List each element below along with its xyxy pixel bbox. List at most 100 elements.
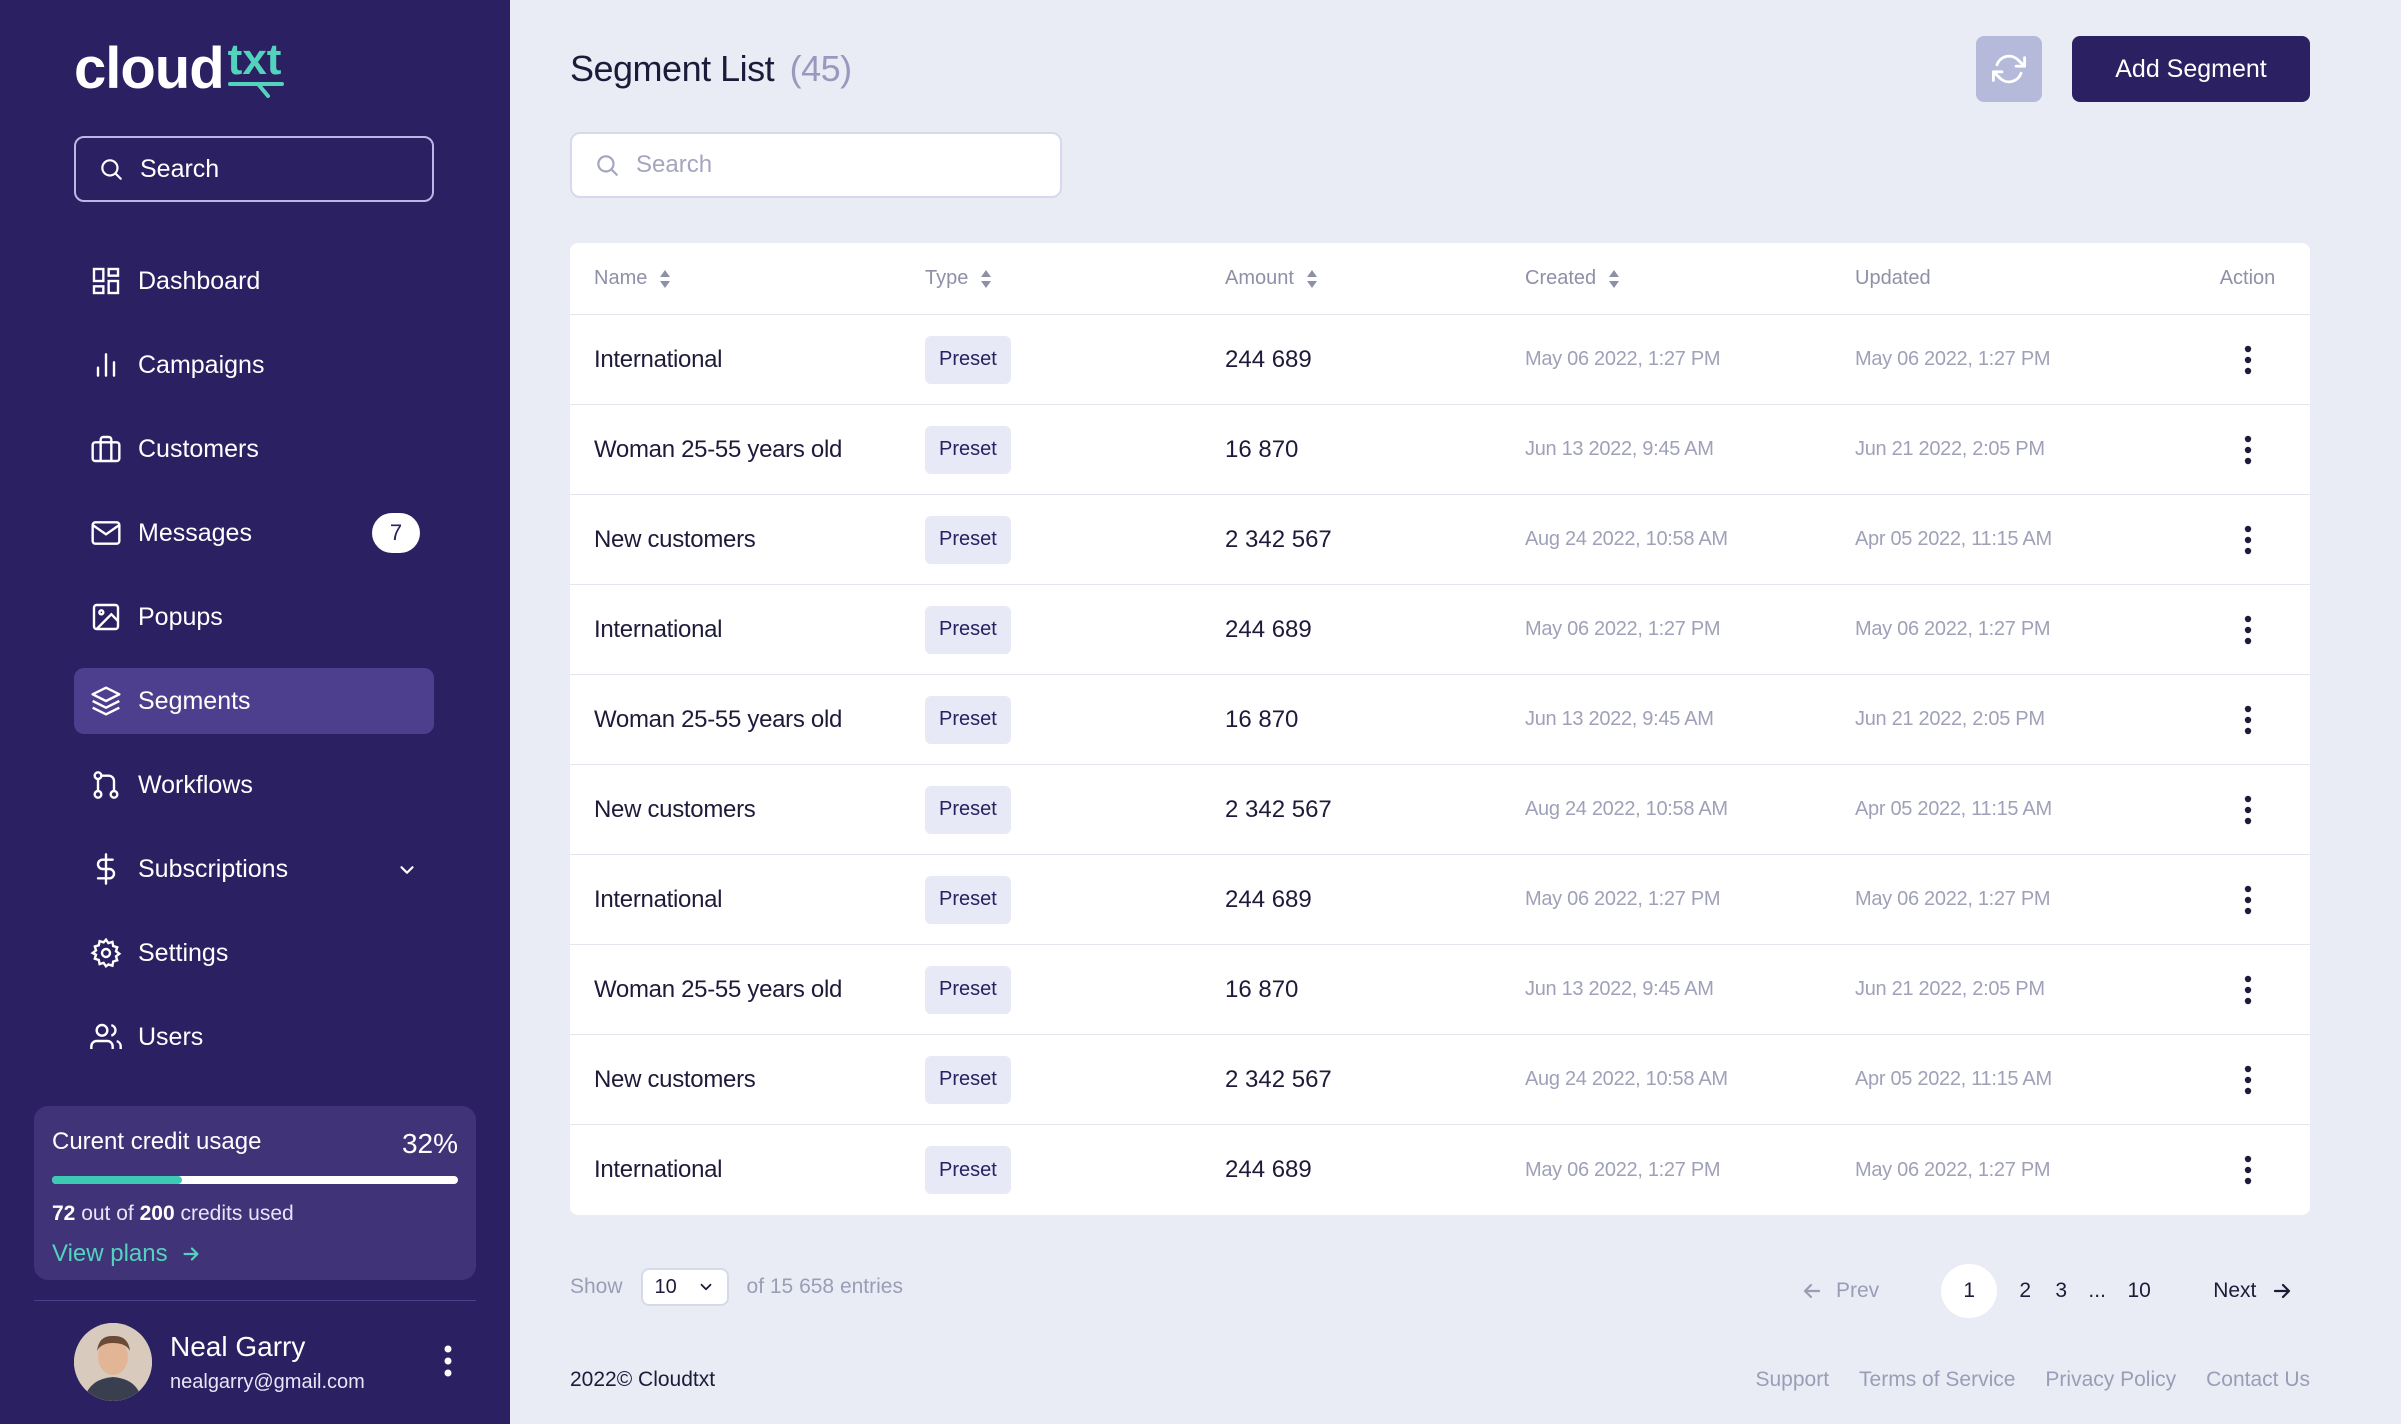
segment-created-date: Aug 24 2022, 10:58 AM — [1525, 798, 1728, 820]
page-size-control: Show 10 of 15 658 entries — [570, 1268, 903, 1306]
logo-wordmark-txt: txt — [227, 35, 284, 98]
table-row[interactable]: New customers Preset 2 342 567 Aug 24 2022,… — [570, 495, 2310, 585]
search-icon — [597, 155, 618, 176]
page-size-select[interactable]: 10 — [640, 1268, 729, 1306]
footer-link-contact[interactable]: Contact Us — [2206, 1368, 2310, 1391]
sort-icon[interactable] — [659, 269, 671, 289]
table-row[interactable]: New customers Preset 2 342 567 Aug 24 2022,… — [570, 765, 2310, 855]
column-header-label: Type — [925, 267, 969, 289]
column-header-type[interactable]: Type — [925, 267, 1225, 290]
credits-total-count: 200 — [139, 1202, 175, 1225]
sidebar-item-settings[interactable]: Settings — [74, 920, 434, 986]
sidebar-item-segments[interactable]: Segments — [74, 668, 434, 734]
sidebar-item-label: Customers — [138, 434, 259, 463]
sidebar-item-workflows[interactable]: Workflows — [74, 752, 434, 818]
more-vertical-icon[interactable] — [2243, 615, 2253, 645]
column-header-label: Amount — [1225, 267, 1294, 289]
table-row[interactable]: Woman 25-55 years old Preset 16 870 Jun 13 … — [570, 405, 2310, 495]
more-vertical-icon[interactable] — [2243, 795, 2253, 825]
mail-icon — [91, 521, 121, 545]
page-button[interactable]: 2 — [2019, 1279, 2032, 1302]
column-header-label: Created — [1525, 267, 1597, 289]
table-row[interactable]: Woman 25-55 years old Preset 16 870 Jun 13 … — [570, 945, 2310, 1035]
sidebar-item-messages[interactable]: Messages 7 — [74, 500, 434, 566]
pagination: Prev 1 2 3 ... 10 Next — [1800, 1264, 2294, 1318]
table-row[interactable]: Woman 25-55 years old Preset 16 870 Jun 13 … — [570, 675, 2310, 765]
table-row[interactable]: International Preset 244 689 May 06 2022, 1… — [570, 1125, 2310, 1215]
column-header-created[interactable]: Created — [1525, 267, 1855, 290]
sidebar-item-subscriptions[interactable]: Subscriptions — [74, 836, 434, 902]
segment-created-date: May 06 2022, 1:27 PM — [1525, 888, 1721, 910]
credit-usage-card: Curent credit usage 32% 72 out of 200 cr… — [34, 1106, 476, 1280]
segment-amount: 244 689 — [1225, 345, 1312, 373]
refresh-icon — [1992, 54, 2026, 84]
more-vertical-icon[interactable] — [2243, 525, 2253, 555]
sidebar-divider — [34, 1300, 476, 1301]
column-header-action: Action — [2185, 267, 2310, 290]
view-plans-link[interactable]: View plans — [52, 1240, 458, 1268]
add-segment-button[interactable]: Add Segment — [2072, 36, 2310, 102]
column-header-label: Updated — [1855, 267, 1931, 289]
more-vertical-icon[interactable] — [2243, 705, 2253, 735]
page-button[interactable]: 3 — [2055, 1279, 2068, 1302]
refresh-button[interactable] — [1976, 36, 2042, 102]
credit-usage-detail: 72 out of 200 credits used — [52, 1202, 458, 1226]
segment-updated-date: Apr 05 2022, 11:15 AM — [1855, 798, 2052, 820]
sort-icon[interactable] — [1306, 269, 1318, 289]
page-button-current[interactable]: 1 — [1941, 1264, 1998, 1318]
table-row[interactable]: International Preset 244 689 May 06 2022, 1… — [570, 855, 2310, 945]
logo[interactable]: cloud txt — [74, 28, 284, 101]
arrow-left-icon — [1803, 1283, 1821, 1299]
segment-name: International — [594, 1156, 723, 1183]
more-vertical-icon[interactable] — [2243, 885, 2253, 915]
segment-type-badge: Preset — [925, 425, 1011, 474]
segment-type-badge: Preset — [925, 515, 1011, 564]
footer-link-privacy[interactable]: Privacy Policy — [2045, 1368, 2177, 1391]
sidebar-nav: Dashboard Campaigns Customers Messages 7… — [74, 248, 434, 1088]
segment-search-input[interactable]: Search — [570, 132, 1062, 198]
sidebar-search[interactable]: Search — [74, 136, 434, 202]
sidebar-item-dashboard[interactable]: Dashboard — [74, 248, 434, 314]
more-vertical-icon[interactable] — [2243, 975, 2253, 1005]
sort-icon[interactable] — [980, 269, 992, 289]
more-vertical-icon[interactable] — [2243, 1065, 2253, 1095]
sidebar-item-label: Users — [138, 1022, 204, 1051]
table-row[interactable]: International Preset 244 689 May 06 2022, 1… — [570, 315, 2310, 405]
more-vertical-icon[interactable] — [2243, 435, 2253, 465]
search-icon — [101, 159, 122, 180]
page-button[interactable]: 10 — [2127, 1279, 2151, 1302]
gear-icon — [90, 937, 122, 969]
more-vertical-icon[interactable] — [2243, 1155, 2253, 1185]
table-row[interactable]: New customers Preset 2 342 567 Aug 24 2022,… — [570, 1035, 2310, 1125]
logo-wordmark-txt-text: txt — [227, 35, 282, 84]
next-page-label: Next — [2213, 1279, 2257, 1302]
table-body: International Preset 244 689 May 06 2022, 1… — [570, 315, 2310, 1215]
sidebar-item-campaigns[interactable]: Campaigns — [74, 332, 434, 398]
segment-amount: 2 342 567 — [1225, 1065, 1332, 1093]
avatar[interactable] — [74, 1323, 152, 1401]
chevron-down-icon[interactable] — [396, 859, 418, 881]
view-plans-label: View plans — [52, 1240, 168, 1267]
logo-bubble-icon — [227, 82, 284, 98]
prev-page-button[interactable]: Prev — [1800, 1279, 1879, 1303]
sidebar-item-users[interactable]: Users — [74, 1004, 434, 1070]
segment-amount: 2 342 567 — [1225, 795, 1332, 823]
footer-link-terms[interactable]: Terms of Service — [1859, 1368, 2016, 1391]
credit-usage-percent: 32% — [401, 1128, 458, 1159]
column-header-name[interactable]: Name — [570, 267, 925, 290]
next-page-button[interactable]: Next — [2213, 1279, 2294, 1303]
sidebar-item-customers[interactable]: Customers — [74, 416, 434, 482]
sidebar-item-popups[interactable]: Popups — [74, 584, 434, 650]
footer-link-support[interactable]: Support — [1755, 1368, 1830, 1391]
sort-icon[interactable] — [1608, 269, 1620, 289]
table-row[interactable]: International Preset 244 689 May 06 2022, 1… — [570, 585, 2310, 675]
page-title-text: Segment List — [570, 48, 775, 89]
more-vertical-icon[interactable] — [2243, 345, 2253, 375]
user-profile[interactable]: Neal Garry nealgarry@gmail.com — [74, 1322, 454, 1402]
column-header-amount[interactable]: Amount — [1225, 267, 1525, 290]
logo-wordmark-cloud: cloud — [74, 36, 225, 101]
sidebar-item-label: Dashboard — [138, 266, 261, 295]
segment-amount: 16 870 — [1225, 705, 1299, 733]
more-vertical-icon[interactable] — [442, 1344, 454, 1378]
segment-table: Name Type Amount Created Updated Action … — [570, 243, 2310, 1215]
